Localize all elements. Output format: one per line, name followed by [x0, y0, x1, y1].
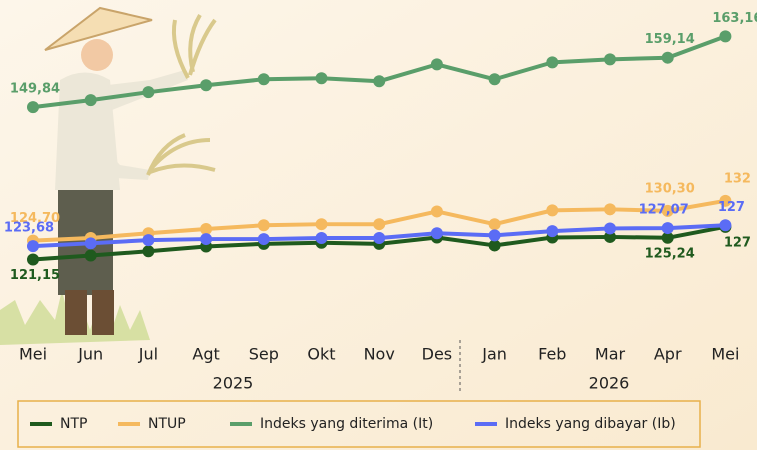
year-label: 2025: [213, 374, 254, 393]
value-label: 127,07: [639, 203, 689, 218]
legend-label: NTUP: [148, 416, 186, 432]
data-point: [200, 233, 212, 245]
data-point: [316, 232, 328, 244]
x-tick-label: Jan: [481, 345, 507, 364]
data-point: [604, 203, 616, 215]
data-point: [546, 225, 558, 237]
data-point: [258, 219, 270, 231]
x-tick-label: Sep: [249, 345, 279, 364]
data-point: [142, 86, 154, 98]
data-point: [489, 218, 501, 230]
data-point: [662, 222, 674, 234]
value-label: 121,15: [10, 268, 60, 283]
x-tick-label: Agt: [192, 345, 219, 364]
data-point: [546, 204, 558, 216]
data-point: [546, 56, 558, 68]
legend-label: Indeks yang dibayar (Ib): [505, 416, 676, 432]
data-point: [719, 30, 731, 42]
value-label: 159,14: [645, 32, 695, 47]
data-point: [604, 53, 616, 65]
x-tick-label: Okt: [307, 345, 335, 364]
data-point: [200, 79, 212, 91]
x-tick-label: Mar: [595, 345, 626, 364]
x-tick-label: Mei: [711, 345, 739, 364]
x-tick-label: Nov: [364, 345, 395, 364]
data-point: [431, 227, 443, 239]
data-point: [373, 232, 385, 244]
value-label: 149,84: [10, 82, 60, 97]
data-point: [489, 229, 501, 241]
x-tick-label: Jul: [138, 345, 158, 364]
value-label: 132: [724, 171, 751, 186]
data-point: [662, 52, 674, 64]
data-point: [431, 58, 443, 70]
legend-label: NTP: [60, 416, 87, 432]
x-tick-label: Mei: [19, 345, 47, 364]
chart: Mei Jun Jul Agt Sep Okt Nov Des Jan Feb Mar Apr Mei 2…: [0, 0, 757, 450]
value-label: 123,68: [4, 221, 54, 236]
data-point: [258, 73, 270, 85]
data-point: [27, 254, 39, 266]
data-point: [85, 250, 97, 262]
value-label: 127: [718, 200, 745, 215]
data-point: [85, 94, 97, 106]
value-label: 127: [724, 235, 751, 250]
x-tick-label: Apr: [654, 345, 682, 364]
data-point: [373, 218, 385, 230]
x-tick-label: Des: [422, 345, 453, 364]
data-point: [604, 222, 616, 234]
legend-label: Indeks yang diterima (It): [260, 416, 433, 432]
data-point: [27, 240, 39, 252]
data-point: [373, 75, 385, 87]
x-tick-label: Jun: [77, 345, 103, 364]
data-point: [142, 245, 154, 257]
data-point: [316, 218, 328, 230]
data-point: [258, 233, 270, 245]
value-label: 130,30: [645, 181, 695, 196]
year-label: 2026: [589, 374, 630, 393]
data-point: [719, 219, 731, 231]
value-label: 125,24: [645, 246, 695, 261]
data-point: [431, 205, 443, 217]
data-point: [142, 234, 154, 246]
value-label: 163,16: [712, 11, 757, 26]
x-tick-label: Feb: [538, 345, 566, 364]
data-point: [27, 101, 39, 113]
data-point: [85, 237, 97, 249]
data-point: [316, 72, 328, 84]
data-point: [489, 73, 501, 85]
